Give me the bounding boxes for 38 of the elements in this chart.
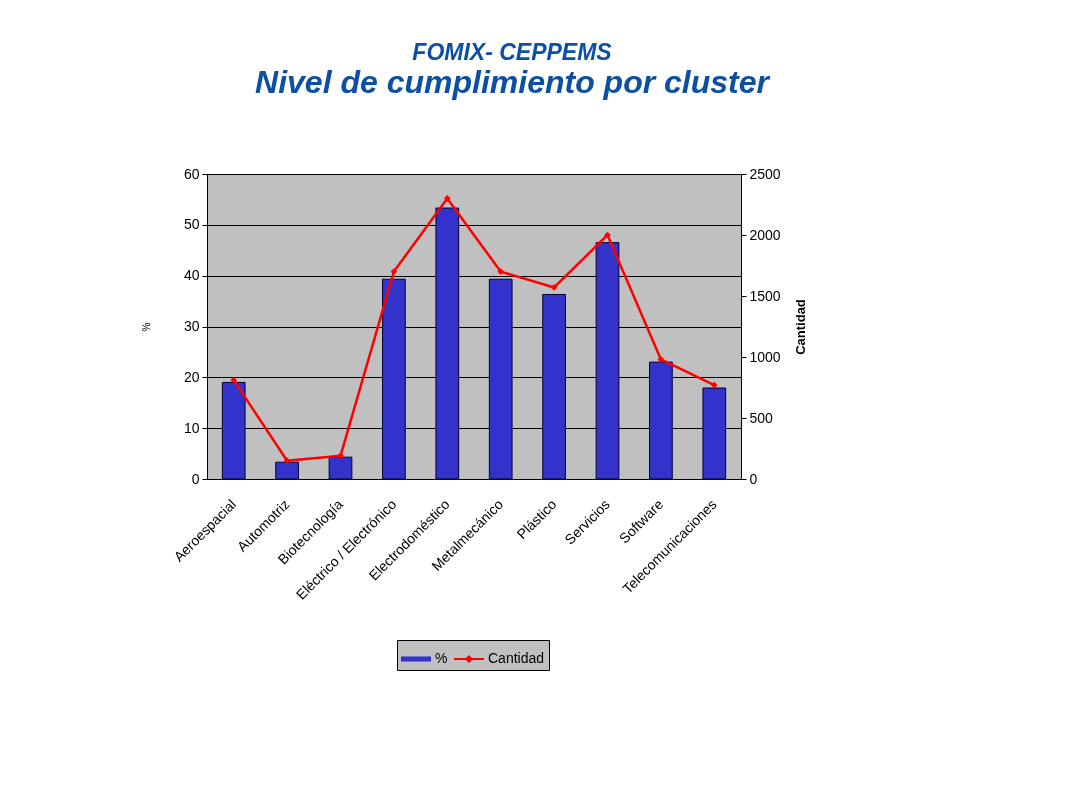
y2-tick-label: 1500 [749, 287, 781, 304]
y-tick-label: 30 [183, 318, 200, 334]
y2-tick-label: 500 [749, 409, 774, 426]
y-tick-label: 10 [183, 419, 200, 436]
chart-subtitle: Nivel de cumplimiento por cluster [255, 64, 771, 100]
point [337, 452, 344, 460]
legend-label: Cantidad [488, 650, 545, 666]
point [230, 376, 238, 384]
y-tick-label: 60 [183, 165, 200, 182]
bar [702, 387, 727, 480]
point [283, 457, 291, 465]
y-tick-label: 40 [183, 267, 200, 284]
legend-label: % [435, 650, 448, 666]
chart-title: FOMIX- CEPPEMS [412, 39, 613, 65]
bar [275, 461, 299, 480]
point [657, 356, 665, 363]
point [390, 268, 398, 275]
bar [488, 278, 513, 480]
point [497, 268, 505, 275]
y2-tick-label: 2000 [749, 226, 781, 243]
y2-axis-title: Cantidad [792, 299, 808, 355]
y2-tick-label: 0 [749, 470, 758, 487]
bar [382, 278, 406, 480]
bar [435, 207, 460, 480]
y2-tick-label: 2500 [749, 165, 781, 182]
point [550, 284, 558, 291]
bar [221, 381, 246, 480]
y-tick-label: 50 [183, 216, 200, 233]
bar [328, 456, 353, 480]
y2-tick-label: 1000 [749, 348, 781, 365]
point [710, 381, 718, 389]
bar [542, 293, 566, 480]
y-tick-label: 20 [183, 368, 200, 385]
y-tick-label: 0 [191, 470, 200, 487]
point [443, 195, 451, 202]
y-axis-title: % [140, 322, 152, 332]
bar [595, 242, 620, 480]
bar [649, 361, 673, 480]
